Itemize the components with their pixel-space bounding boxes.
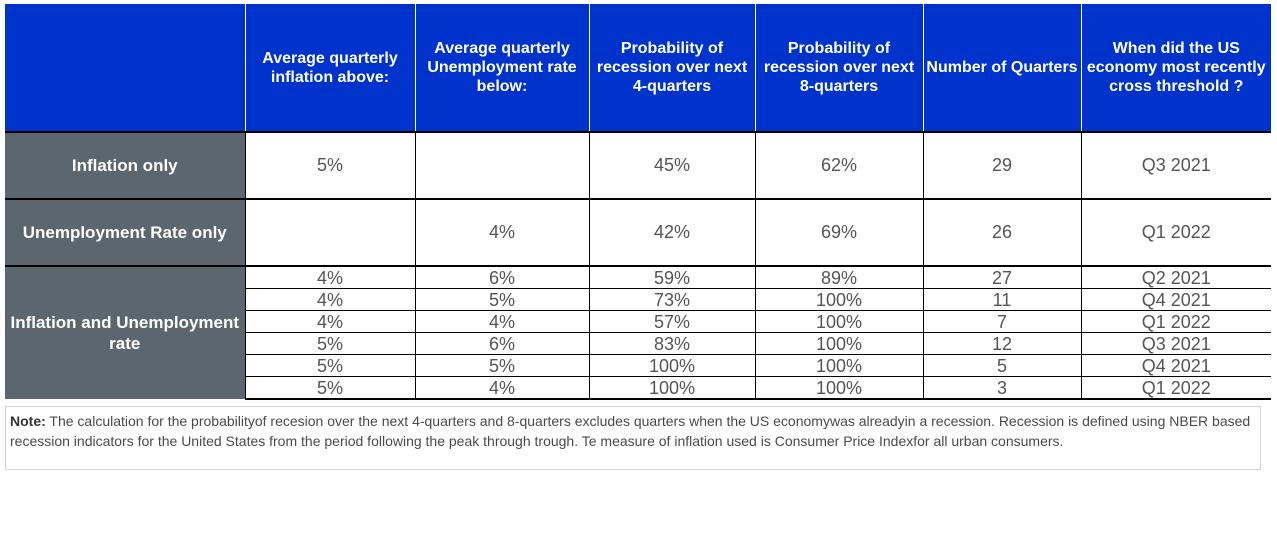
- header-cell-prob-4q: Probability of recession over next 4-qua…: [588, 4, 755, 132]
- footnote-text: The calculation for the probabilityof re…: [10, 413, 1251, 449]
- cell-unemployment-below: 4%: [414, 198, 589, 266]
- cell-prob-8q: 100%: [754, 310, 923, 333]
- header-row: Average quarterly inflation above: Avera…: [5, 4, 1271, 132]
- table-row: 5% 6% 83% 100% 12 Q3 2021: [5, 332, 1271, 355]
- recession-probability-table: Average quarterly inflation above: Avera…: [5, 4, 1271, 400]
- row-group-label: Inflation only: [5, 131, 245, 199]
- cell-unemployment-below: 6%: [414, 332, 589, 355]
- cell-num-quarters: 12: [922, 332, 1081, 355]
- cell-inflation-above: 4%: [244, 288, 415, 311]
- cell-num-quarters: 29: [922, 131, 1081, 199]
- cell-inflation-above: [244, 198, 415, 266]
- cell-prob-8q: 100%: [754, 288, 923, 311]
- header-cell-last-cross: When did the US economy most recently cr…: [1080, 4, 1271, 132]
- table-row: Inflation only 5% 45% 62% 29 Q3 2021: [5, 131, 1271, 199]
- table-row: Inflation and Unemployment rate 4% 6% 59% 89…: [5, 265, 1271, 399]
- table-row: 4% 5% 73% 100% 11 Q4 2021: [5, 288, 1271, 311]
- cell-last-cross: Q4 2021: [1080, 288, 1271, 311]
- cell-last-cross: Q1 2022: [1080, 310, 1271, 333]
- cell-num-quarters: 27: [922, 265, 1081, 289]
- cell-num-quarters: 3: [922, 376, 1081, 400]
- cell-prob-4q: 100%: [588, 354, 755, 377]
- header-cell-num-quarters: Number of Quarters: [922, 4, 1081, 132]
- cell-prob-4q: 73%: [588, 288, 755, 311]
- table-row: 5% 5% 100% 100% 5 Q4 2021: [5, 354, 1271, 377]
- cell-prob-4q: 57%: [588, 310, 755, 333]
- cell-inflation-above: 5%: [244, 131, 415, 199]
- cell-inflation-above: 4%: [244, 310, 415, 333]
- footnote-label: Note:: [10, 413, 46, 429]
- cell-prob-4q: 42%: [588, 198, 755, 266]
- cell-inflation-above: 5%: [244, 332, 415, 355]
- cell-prob-8q: 62%: [754, 131, 923, 199]
- cell-prob-8q: 100%: [754, 376, 923, 400]
- table-row: Unemployment Rate only 4% 42% 69% 26 Q1 2022: [5, 198, 1271, 266]
- cell-unemployment-below: 4%: [414, 310, 589, 333]
- cell-num-quarters: 5: [922, 354, 1081, 377]
- cell-inflation-above: 5%: [244, 376, 415, 400]
- cell-last-cross: Q1 2022: [1080, 376, 1271, 400]
- table-row: 5% 4% 100% 100% 3 Q1 2022: [5, 376, 1271, 400]
- cell-prob-4q: 83%: [588, 332, 755, 355]
- cell-inflation-above: 5%: [244, 354, 415, 377]
- cell-prob-8q: 100%: [754, 332, 923, 355]
- footnote: Note: The calculation for the probabilit…: [5, 406, 1261, 470]
- table-row: 4% 4% 57% 100% 7 Q1 2022: [5, 310, 1271, 333]
- header-cell-inflation-above: Average quarterly inflation above:: [244, 4, 415, 132]
- row-group-label: Inflation and Unemployment rate: [5, 265, 245, 399]
- cell-prob-8q: 100%: [754, 354, 923, 377]
- header-cell-prob-8q: Probability of recession over next 8-qua…: [754, 4, 923, 132]
- cell-unemployment-below: [414, 131, 589, 199]
- cell-unemployment-below: 5%: [414, 354, 589, 377]
- cell-prob-8q: 89%: [754, 265, 923, 289]
- table-body: Inflation only 5% 45% 62% 29 Q3 2021 Unemploym…: [5, 131, 1271, 400]
- cell-num-quarters: 26: [922, 198, 1081, 266]
- cell-unemployment-below: 6%: [414, 265, 589, 289]
- cell-unemployment-below: 5%: [414, 288, 589, 311]
- cell-prob-4q: 59%: [588, 265, 755, 289]
- recession-probability-table-container: Average quarterly inflation above: Avera…: [5, 4, 1271, 470]
- cell-prob-4q: 100%: [588, 376, 755, 400]
- cell-unemployment-below: 4%: [414, 376, 589, 400]
- cell-prob-8q: 69%: [754, 198, 923, 266]
- cell-prob-4q: 45%: [588, 131, 755, 199]
- cell-last-cross: Q2 2021: [1080, 265, 1271, 289]
- header-cell-corner: [5, 4, 245, 132]
- header-cell-unemployment-below: Average quarterly Unemployment rate belo…: [414, 4, 589, 132]
- cell-num-quarters: 11: [922, 288, 1081, 311]
- cell-last-cross: Q3 2021: [1080, 131, 1271, 199]
- cell-last-cross: Q3 2021: [1080, 332, 1271, 355]
- cell-last-cross: Q1 2022: [1080, 198, 1271, 266]
- cell-inflation-above: 4%: [244, 265, 415, 289]
- row-group-label: Unemployment Rate only: [5, 198, 245, 266]
- cell-last-cross: Q4 2021: [1080, 354, 1271, 377]
- cell-num-quarters: 7: [922, 310, 1081, 333]
